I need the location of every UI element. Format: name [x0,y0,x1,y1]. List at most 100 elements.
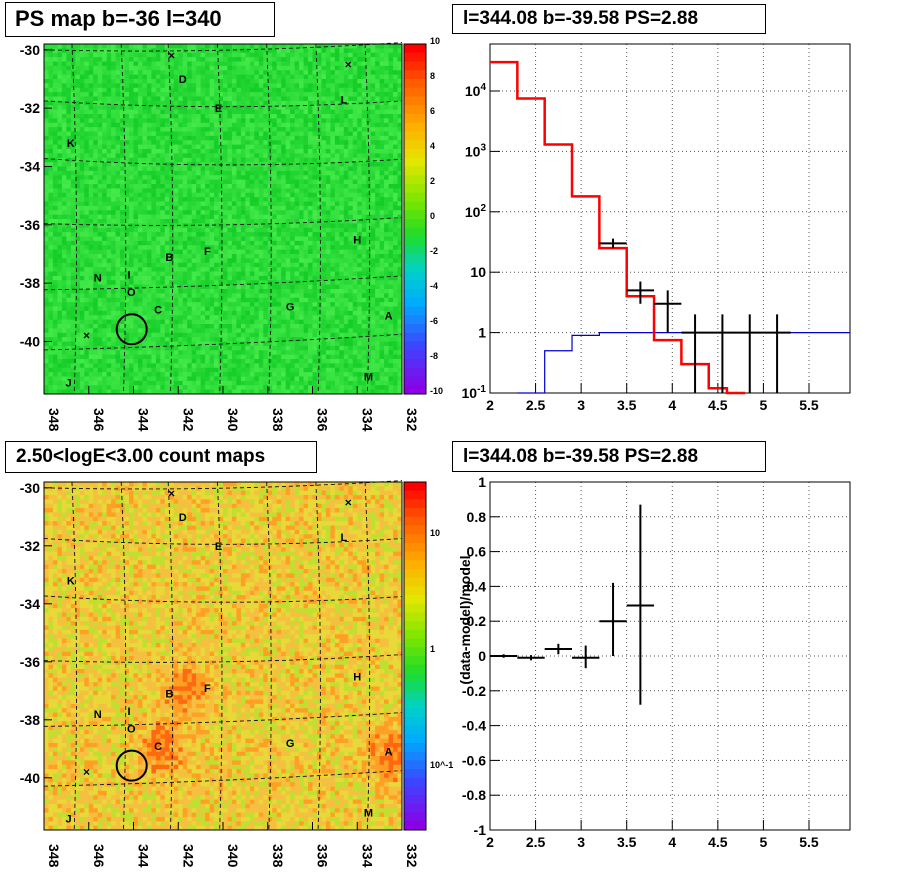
ps_map-pixel [155,367,161,373]
ps_map-pixel [84,92,90,97]
ps_map-pixel [120,227,125,233]
ps_map-pixel [57,65,63,71]
ps_map-pixel [245,289,251,294]
ps_map-pixel [236,245,242,251]
ps_map-pixel [294,74,300,80]
ps_map-pixel [267,109,273,115]
ps_map-pixel [245,70,251,76]
ps_map-pixel [137,332,143,338]
ps_map-pixel [245,376,251,382]
ps_map-pixel [57,188,63,194]
ps_map-pixel [294,153,300,159]
ps_map-pixel [160,275,166,281]
ps_map-pixel [57,223,63,229]
ps_map-pixel [178,236,184,242]
ps_map-pixel [254,149,260,154]
ps_map-pixel [285,122,291,128]
ps_map-pixel [115,184,121,189]
ps_map-pixel [240,337,246,342]
ps_map-pixel [84,332,90,338]
ps_map-pixel [316,302,322,307]
ps_map-pixel [312,109,318,115]
ps_map-pixel [97,223,103,229]
ps_map-pixel [223,140,228,146]
ps_map-pixel [245,354,251,360]
ps_map-pixel [44,302,49,307]
ps_map-pixel [52,83,58,89]
ps_map-pixel [115,157,121,163]
ps_map-pixel [263,170,269,176]
ps_map-pixel [281,267,287,272]
ps_map-pixel [223,135,228,141]
ps_map-pixel [106,52,112,58]
ps_map-pixel [120,258,125,264]
ps_map-pixel [106,280,112,286]
ps_map-pixel [205,227,210,233]
ps_map-pixel [61,354,67,360]
ps_map-pixel [88,109,94,115]
ps_map-pixel [97,70,103,76]
ps_map-pixel [142,359,148,364]
ps_map-pixel [97,118,103,124]
ps_map-pixel [115,249,121,255]
ps_map-pixel [173,79,179,84]
ps_map-pixel [187,315,193,321]
ps_map-pixel [267,306,273,312]
ps_map-pixel [316,74,322,80]
ps_map-pixel [146,149,152,154]
ps_map-pixel [160,149,166,154]
ps_map-pixel [44,92,49,97]
ps_map-pixel [111,324,117,329]
ps_map-pixel [61,376,67,382]
ps_map-pixel [151,131,157,137]
ps_map-pixel [218,385,224,391]
ps_map-pixel [272,289,278,294]
ps_map-pixel [276,372,282,377]
ps_map-pixel [263,140,269,146]
ps_map-pixel [191,271,197,277]
ps_map-pixel [231,205,237,211]
ps_map-pixel [196,376,202,382]
ps_map-pixel [111,262,117,268]
ps_map-pixel [79,236,85,242]
ps_map-pixel [254,219,260,224]
ps_map-pixel [263,118,269,124]
ps_map-pixel [303,350,309,356]
ps_map-pixel [120,109,125,115]
ps_map-pixel [281,227,287,233]
ps_map-pixel [75,227,81,233]
ps_map-pixel [97,79,103,84]
ps_map-pixel [169,258,175,264]
ps_map-pixel [155,345,161,351]
ps_map-pixel [84,188,90,194]
ps_map-pixel [142,61,148,67]
ps_map-pixel [303,122,309,128]
ps_map-pixel [303,385,309,391]
ps_map-pixel [272,249,278,255]
ps_map-pixel [308,109,313,115]
ps_map-pixel [173,144,179,150]
ps_map-pixel [111,210,117,216]
ps_map-pixel [57,328,63,334]
ps_map-pixel [312,118,318,124]
ps_map-pixel [294,100,300,106]
ps_map-pixel [240,118,246,124]
ps_map-pixel [124,289,130,294]
ps_map-pixel [187,262,193,268]
ps_map-pixel [245,197,251,202]
ps_map-pixel [79,188,85,194]
ps_map-pixel [249,52,255,58]
ps_map-pixel [231,315,237,321]
ps_map-pixel [111,275,117,281]
ps_map-pixel [169,332,175,338]
ps_map-pixel [44,201,49,207]
ps_map-pixel [146,87,152,93]
ps_map-pixel [276,359,282,364]
ps_map-pixel [263,363,269,369]
ps_map-pixel [209,302,215,307]
ps_map-pixel [106,236,112,242]
ps_map-pixel [79,214,85,220]
ps_map-pixel [249,341,255,347]
ps_map-pixel [124,65,130,71]
ps_map-pixel [151,109,157,115]
